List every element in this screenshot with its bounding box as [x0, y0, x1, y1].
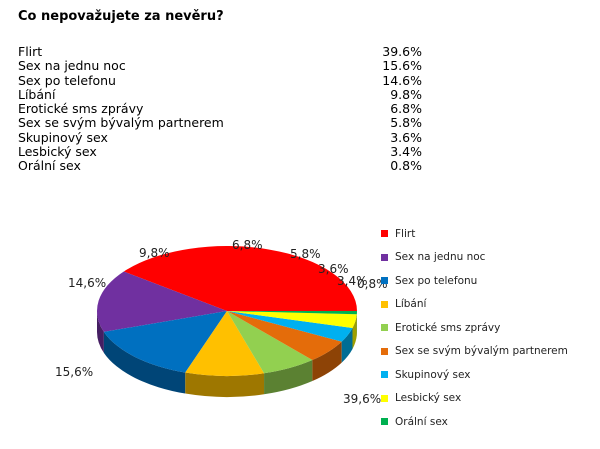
legend-swatch: [381, 253, 388, 261]
row-value: 6.8%: [390, 101, 422, 117]
table-row: Flirt 39.6%: [18, 44, 422, 59]
pie-slice-side-2: [97, 311, 104, 353]
legend-swatch: [381, 277, 388, 285]
legend-swatch: [381, 394, 388, 402]
pie-slice-1: [123, 245, 357, 311]
pie-slice-side-6: [312, 341, 342, 382]
pie-slice-side-4: [185, 372, 265, 398]
legend-swatch: [381, 347, 388, 355]
row-value: 3.6%: [390, 129, 422, 145]
legend-item: Sex po telefonu: [381, 269, 568, 293]
pie-slice-8: [227, 311, 357, 328]
legend-label: Skupinový sex: [395, 368, 471, 381]
data-label: 5,8%: [290, 247, 321, 261]
row-value: 15.6%: [382, 58, 422, 74]
row-value: 5.8%: [390, 115, 422, 131]
row-label: Lesbický sex: [18, 144, 97, 160]
pie-slice-4: [185, 311, 265, 376]
legend-swatch: [381, 300, 388, 308]
table-row: Sex se svým bývalým partnerem 5.8%: [18, 115, 422, 131]
table-row: Sex po telefonu 14.6%: [18, 72, 422, 88]
pie-slice-side-7: [341, 327, 353, 363]
page-title: Co nepovažujete za nevěru?: [18, 9, 224, 24]
row-label: Sex na jednu noc: [18, 58, 126, 74]
table-row: Lesbický sex 3.4%: [18, 144, 422, 160]
data-label: 3,6%: [318, 262, 349, 276]
legend-item: Sex na jednu noc: [381, 246, 568, 270]
row-label: Orální sex: [18, 158, 81, 174]
row-label: Sex po telefonu: [18, 72, 116, 88]
data-label: 6,8%: [232, 238, 263, 252]
chart-legend: Flirt Sex na jednu noc Sex po telefonu Líbá…: [381, 222, 568, 434]
data-label: 39,6%: [343, 392, 381, 406]
table-row: Líbání 9.8%: [18, 86, 422, 102]
table-row: Skupinový sex 3.6%: [18, 129, 422, 145]
data-label: 9,8%: [139, 246, 170, 260]
row-label: Sex se svým bývalým partnerem: [18, 115, 224, 131]
pie-slice-3: [103, 311, 227, 373]
pie-slice-6: [227, 311, 342, 361]
legend-label: Sex na jednu noc: [395, 251, 486, 264]
pie-slice-side-3: [103, 331, 186, 394]
pie-slice-9: [227, 311, 357, 315]
legend-swatch: [381, 324, 388, 332]
legend-item: Skupinový sex: [381, 363, 568, 387]
legend-label: Flirt: [395, 227, 416, 240]
pie-slice-side-8: [352, 314, 357, 349]
row-value: 14.6%: [382, 72, 422, 88]
data-label: 3,4%: [337, 274, 368, 288]
legend-swatch: [381, 230, 388, 238]
legend-label: Sex po telefonu: [395, 274, 478, 287]
row-label: Skupinový sex: [18, 129, 108, 145]
results-table: Flirt 39.6% Sex na jednu noc 15.6% Sex po te…: [18, 44, 422, 174]
row-label: Líbání: [18, 86, 56, 102]
table-row: Sex na jednu noc 15.6%: [18, 58, 422, 74]
legend-swatch: [381, 418, 388, 426]
legend-item: Sex se svým bývalým partnerem: [381, 340, 568, 364]
pie-slice-5: [227, 311, 313, 374]
legend-item: Erotické sms zprávy: [381, 316, 568, 340]
legend-label: Sex se svým bývalým partnerem: [395, 345, 568, 358]
row-value: 0.8%: [390, 158, 422, 174]
table-row: Erotické sms zprávy 6.8%: [18, 101, 422, 117]
row-label: Erotické sms zprávy: [18, 101, 144, 117]
row-label: Flirt: [18, 44, 43, 59]
legend-item: Líbání: [381, 293, 568, 317]
legend-label: Lesbický sex: [395, 392, 462, 405]
row-value: 39.6%: [382, 44, 422, 59]
legend-swatch: [381, 371, 388, 379]
table-row: Orální sex 0.8%: [18, 158, 422, 174]
data-label: 14,6%: [68, 276, 106, 290]
pie-slice-side-5: [264, 360, 313, 395]
data-label: 15,6%: [55, 365, 93, 379]
pie-slice-2: [96, 271, 227, 332]
legend-item: Flirt: [381, 222, 568, 246]
legend-label: Líbání: [395, 298, 427, 311]
data-label: 0,8%: [357, 277, 388, 291]
pie-slice-7: [227, 311, 353, 342]
legend-item: Lesbický sex: [381, 387, 568, 411]
legend-label: Orální sex: [395, 415, 448, 428]
legend-item: Orální sex: [381, 410, 568, 434]
legend-label: Erotické sms zprávy: [395, 321, 501, 334]
row-value: 9.8%: [390, 86, 422, 102]
row-value: 3.4%: [390, 144, 422, 160]
